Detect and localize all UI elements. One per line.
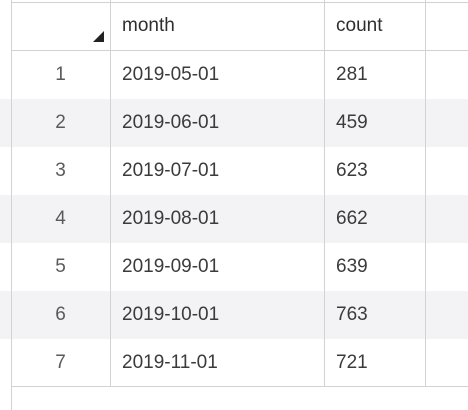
grid-line [11,50,468,51]
grid-line [11,2,468,3]
month-cell[interactable]: 2019-09-01 [122,256,220,277]
row-index: 1 [55,64,66,85]
row-index: 4 [55,208,66,229]
count-cell[interactable]: 459 [336,112,368,133]
row-index: 3 [55,160,66,181]
count-cell[interactable]: 662 [336,208,368,229]
table-row[interactable]: 3 2019-07-01 623 [0,147,468,195]
table-row[interactable]: 1 2019-05-01 281 [0,51,468,99]
table-row[interactable]: 4 2019-08-01 662 [0,195,468,243]
count-cell[interactable]: 281 [336,64,368,85]
month-cell[interactable]: 2019-06-01 [122,112,220,133]
count-cell[interactable]: 639 [336,256,368,277]
table-row[interactable]: 5 2019-09-01 639 [0,243,468,291]
table-row[interactable]: 7 2019-11-01 721 [0,339,468,387]
grid-line [11,386,468,387]
row-index: 6 [55,304,66,325]
grid-line [11,0,12,410]
count-cell[interactable]: 763 [336,304,368,325]
row-index: 5 [55,256,66,277]
month-cell[interactable]: 2019-11-01 [122,352,218,373]
column-header-count[interactable]: count [336,15,383,36]
count-cell[interactable]: 623 [336,160,368,181]
table-row[interactable]: 2 2019-06-01 459 [0,99,468,147]
count-cell[interactable]: 721 [336,352,368,373]
column-header-month[interactable]: month [122,15,175,36]
row-index: 7 [55,352,66,373]
grid-line [110,0,111,386]
grid-line [324,0,325,386]
grid-line [425,0,426,386]
sort-corner-icon[interactable] [93,31,104,42]
row-index: 2 [55,112,66,133]
month-cell[interactable]: 2019-10-01 [122,304,220,325]
month-cell[interactable]: 2019-08-01 [122,208,220,229]
month-cell[interactable]: 2019-07-01 [122,160,220,181]
table-row[interactable]: 6 2019-10-01 763 [0,291,468,339]
header-row: month count [0,0,468,48]
month-cell[interactable]: 2019-05-01 [122,64,220,85]
